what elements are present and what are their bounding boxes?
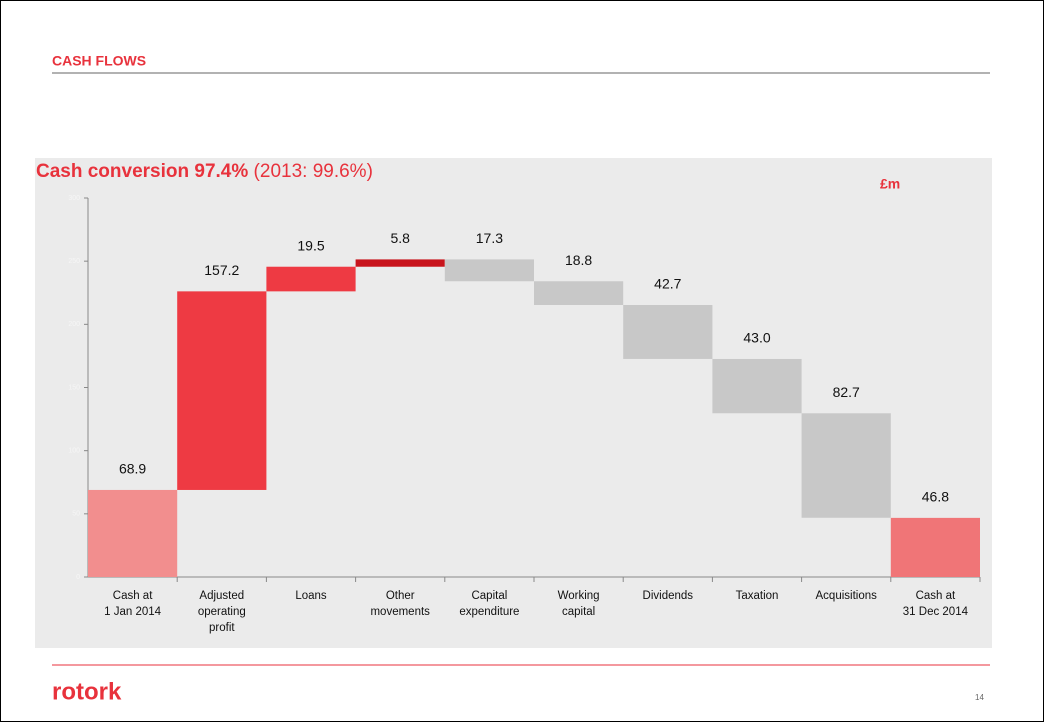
value-label: 46.8 — [922, 489, 949, 505]
value-label: 82.7 — [833, 384, 860, 400]
header-title: CASH FLOWS — [52, 53, 146, 69]
x-tick-label: Acquisitions — [816, 590, 878, 602]
value-label: 43.0 — [743, 330, 770, 346]
x-tick-label: operating — [198, 606, 246, 618]
x-tick-label: Taxation — [736, 590, 779, 602]
y-tick-label: 150 — [68, 384, 80, 391]
bar — [177, 291, 267, 490]
bar — [88, 489, 178, 577]
value-label: 19.5 — [297, 237, 324, 253]
x-tick-label: movements — [370, 606, 430, 618]
x-tick-label: Working — [558, 590, 600, 602]
value-label: 5.8 — [390, 230, 410, 246]
x-tick-label: Cash at — [113, 590, 153, 602]
bar — [355, 259, 445, 267]
value-label: 18.8 — [565, 252, 592, 268]
bar — [534, 281, 624, 306]
y-tick-label: 250 — [68, 258, 80, 265]
title-bold: Cash conversion 97.4% — [36, 161, 248, 182]
x-tick-label: expenditure — [459, 606, 519, 618]
bar — [801, 413, 891, 518]
x-tick-label: 1 Jan 2014 — [104, 606, 162, 618]
x-tick-label: 31 Dec 2014 — [903, 606, 969, 618]
page-number: 14 — [975, 693, 984, 702]
bar — [623, 305, 713, 359]
bar — [712, 358, 802, 414]
logo: rotork — [52, 678, 122, 705]
value-label: 42.7 — [654, 276, 681, 292]
value-label: 68.9 — [119, 461, 146, 477]
y-tick-label: 200 — [68, 321, 80, 328]
bar — [444, 259, 534, 282]
y-tick-label: 50 — [72, 511, 80, 518]
y-tick-label: 0 — [76, 574, 80, 581]
y-tick-label: 300 — [68, 195, 80, 202]
x-tick-label: Adjusted — [199, 590, 244, 602]
x-tick-label: profit — [209, 622, 235, 634]
bar — [266, 266, 356, 292]
bar — [890, 517, 980, 577]
chart-title: Cash conversion 97.4% (2013: 99.6%) — [36, 161, 373, 182]
title-sub: (2013: 99.6%) — [254, 161, 373, 182]
unit-label: £m — [880, 176, 900, 192]
x-tick-label: Dividends — [643, 590, 694, 602]
x-tick-label: Other — [386, 590, 415, 602]
x-tick-label: Cash at — [916, 590, 956, 602]
value-label: 17.3 — [476, 230, 503, 246]
x-tick-label: Capital — [471, 590, 507, 602]
x-tick-label: capital — [562, 606, 595, 618]
y-tick-label: 100 — [68, 448, 80, 455]
value-label: 157.2 — [204, 262, 239, 278]
x-tick-label: Loans — [295, 590, 327, 602]
